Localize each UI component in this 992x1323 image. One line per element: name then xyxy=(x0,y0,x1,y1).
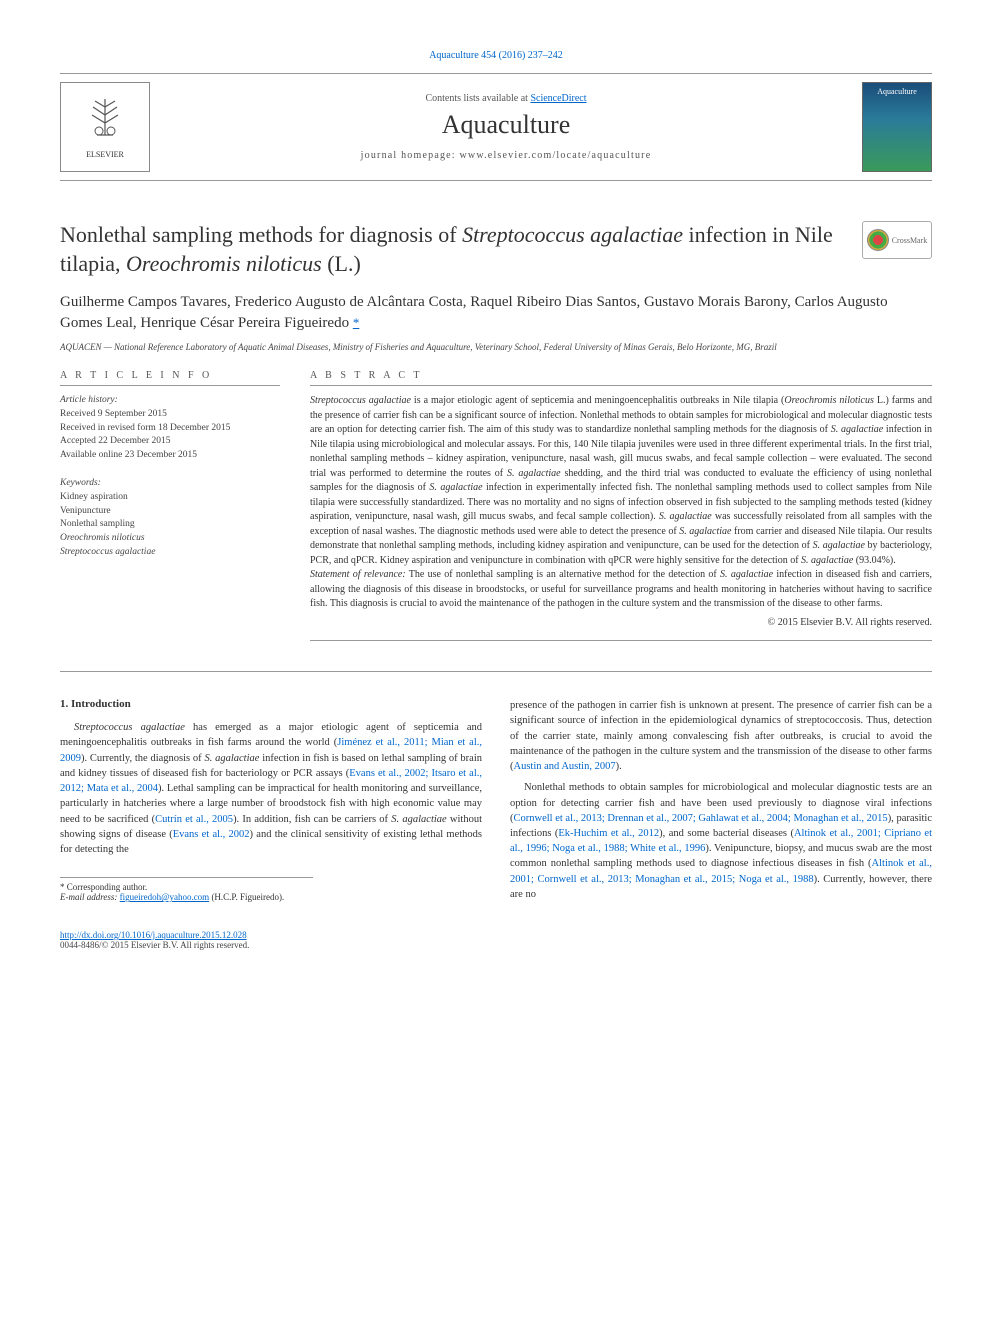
keyword-0: Kidney aspiration xyxy=(60,492,128,502)
corr-email-line: E-mail address: figueiredoh@yahoo.com (H… xyxy=(60,892,313,902)
intro-s2: ). Currently, the diagnosis of xyxy=(81,753,204,764)
intro-text-left: Streptococcus agalactiae has emerged as … xyxy=(60,720,482,857)
intro-cite-4[interactable]: Evans et al., 2002 xyxy=(173,829,250,840)
abstract-bottom-rule xyxy=(310,640,932,641)
homepage-line: journal homepage: www.elsevier.com/locat… xyxy=(150,150,862,161)
abs-it-8: S. agalactiae xyxy=(813,540,865,551)
intro-it-2: S. agalactiae xyxy=(204,753,259,764)
intro-it-1: Streptococcus agalactiae xyxy=(74,722,185,733)
history-line-3: Available online 23 December 2015 xyxy=(60,450,197,460)
abs-it-2: Oreochromis niloticus xyxy=(784,395,873,406)
elsevier-logo: ELSEVIER xyxy=(60,82,150,172)
article-info-label: A R T I C L E I N F O xyxy=(60,370,280,386)
author-list: Guilherme Campos Tavares, Frederico Augu… xyxy=(60,292,932,334)
info-abstract-row: A R T I C L E I N F O Article history: R… xyxy=(60,370,932,641)
abs-s9: (93.04%). xyxy=(853,555,896,566)
title-italic1: Streptococcus agalactiae xyxy=(462,222,683,247)
abstract-label: A B S T R A C T xyxy=(310,370,932,386)
contents-lists-line: Contents lists available at ScienceDirec… xyxy=(150,93,862,104)
abs2-s1: The use of nonlethal sampling is an alte… xyxy=(406,569,720,580)
keyword-4: Streptococcus agalactiae xyxy=(60,547,155,557)
doi-link[interactable]: http://dx.doi.org/10.1016/j.aquaculture.… xyxy=(60,930,247,940)
article-info-column: A R T I C L E I N F O Article history: R… xyxy=(60,370,280,641)
history-line-1: Received in revised form 18 December 201… xyxy=(60,423,230,433)
email-label: E-mail address: xyxy=(60,892,120,902)
history-line-2: Accepted 22 December 2015 xyxy=(60,436,171,446)
abstract-text: Streptococcus agalactiae is a major etio… xyxy=(310,394,932,630)
abs-it-1: Streptococcus agalactiae xyxy=(310,395,411,406)
abstract-paragraph-1: Streptococcus agalactiae is a major etio… xyxy=(310,394,932,568)
abstract-paragraph-2: Statement of relevance: The use of nonle… xyxy=(310,568,932,612)
abs2-it-1: Statement of relevance: xyxy=(310,569,406,580)
section-divider xyxy=(60,671,932,672)
keyword-3: Oreochromis niloticus xyxy=(60,533,145,543)
abs-it-5: S. agalactiae xyxy=(429,482,482,493)
abs-it-6: S. agalactiae xyxy=(659,511,712,522)
intro-r-cite-3[interactable]: Ek-Huchim et al., 2012 xyxy=(558,828,659,839)
intro-r-s1e: ). xyxy=(616,761,622,772)
abs-s1: is a major etiologic agent of septicemia… xyxy=(411,395,784,406)
intro-it-3: S. agalactiae xyxy=(391,814,446,825)
intro-cite-3[interactable]: Cutrín et al., 2005 xyxy=(155,814,233,825)
corresponding-author-footnote: * Corresponding author. E-mail address: … xyxy=(60,877,313,902)
authors-text: Guilherme Campos Tavares, Frederico Augu… xyxy=(60,294,888,331)
title-seg1: Nonlethal sampling methods for diagnosis… xyxy=(60,222,462,247)
keyword-2: Nonlethal sampling xyxy=(60,519,135,529)
abs2-it-2: S. agalactiae xyxy=(720,569,773,580)
abs-it-4: S. agalactiae xyxy=(507,468,561,479)
journal-header: ELSEVIER Contents lists available at Sci… xyxy=(60,73,932,181)
introduction-heading: 1. Introduction xyxy=(60,698,482,710)
history-heading: Article history: xyxy=(60,395,118,405)
intro-r-cite-2[interactable]: Cornwell et al., 2013; Drennan et al., 2… xyxy=(514,813,888,824)
history-line-0: Received 9 September 2015 xyxy=(60,409,167,419)
article-title: Nonlethal sampling methods for diagnosis… xyxy=(60,221,850,278)
journal-title: Aquaculture xyxy=(150,110,862,140)
elsevier-tree-icon xyxy=(85,95,125,150)
sciencedirect-link[interactable]: ScienceDirect xyxy=(530,93,586,104)
contents-prefix: Contents lists available at xyxy=(425,93,530,104)
abs-it-7: S. agalactiae xyxy=(679,526,731,537)
body-column-left: 1. Introduction Streptococcus agalactiae… xyxy=(60,698,482,908)
abstract-copyright: © 2015 Elsevier B.V. All rights reserved… xyxy=(310,616,932,631)
corr-email-link[interactable]: figueiredoh@yahoo.com xyxy=(120,892,210,902)
intro-p1: Streptococcus agalactiae has emerged as … xyxy=(60,720,482,857)
intro-r-cite-1[interactable]: Austin and Austin, 2007 xyxy=(514,761,616,772)
corresponding-author-asterisk[interactable]: * xyxy=(353,315,360,330)
journal-cover-thumbnail: Aquaculture xyxy=(862,82,932,172)
journal-reference: Aquaculture 454 (2016) 237–242 xyxy=(60,50,932,61)
intro-r-p2: Nonlethal methods to obtain samples for … xyxy=(510,780,932,902)
body-column-right: presence of the pathogen in carrier fish… xyxy=(510,698,932,908)
page-container: Aquaculture 454 (2016) 237–242 ELSEVIER … xyxy=(0,0,992,990)
intro-text-right: presence of the pathogen in carrier fish… xyxy=(510,698,932,902)
page-footer: http://dx.doi.org/10.1016/j.aquaculture.… xyxy=(60,930,932,950)
keywords-block: Keywords: Kidney aspiration Venipuncture… xyxy=(60,477,280,560)
corr-label: * Corresponding author. xyxy=(60,882,313,892)
title-suffix: (L.) xyxy=(322,251,361,276)
email-suffix: (H.C.P. Figueiredo). xyxy=(209,892,284,902)
intro-s5: ). In addition, fish can be carriers of xyxy=(233,814,391,825)
keywords-heading: Keywords: xyxy=(60,478,101,488)
title-row: Nonlethal sampling methods for diagnosis… xyxy=(60,221,932,278)
homepage-prefix: journal homepage: xyxy=(361,150,460,161)
header-center: Contents lists available at ScienceDirec… xyxy=(150,93,862,161)
affiliation: AQUACEN — National Reference Laboratory … xyxy=(60,342,932,352)
body-two-columns: 1. Introduction Streptococcus agalactiae… xyxy=(60,698,932,908)
title-italic2: Oreochromis niloticus xyxy=(126,251,322,276)
crossmark-icon xyxy=(867,229,889,251)
crossmark-badge[interactable]: CrossMark xyxy=(862,221,932,259)
intro-r-s2c: ), and some bacterial diseases ( xyxy=(659,828,794,839)
article-history-block: Article history: Received 9 September 20… xyxy=(60,394,280,463)
intro-r-p1: presence of the pathogen in carrier fish… xyxy=(510,698,932,774)
publisher-name: ELSEVIER xyxy=(86,150,124,159)
abs-it-3: S. agalactiae xyxy=(831,424,883,435)
homepage-url: www.elsevier.com/locate/aquaculture xyxy=(459,150,651,161)
abstract-column: A B S T R A C T Streptococcus agalactiae… xyxy=(310,370,932,641)
issn-copyright-line: 0044-8486/© 2015 Elsevier B.V. All right… xyxy=(60,940,249,950)
crossmark-label: CrossMark xyxy=(892,236,928,245)
keyword-1: Venipuncture xyxy=(60,506,111,516)
abs-it-9: S. agalactiae xyxy=(801,555,853,566)
